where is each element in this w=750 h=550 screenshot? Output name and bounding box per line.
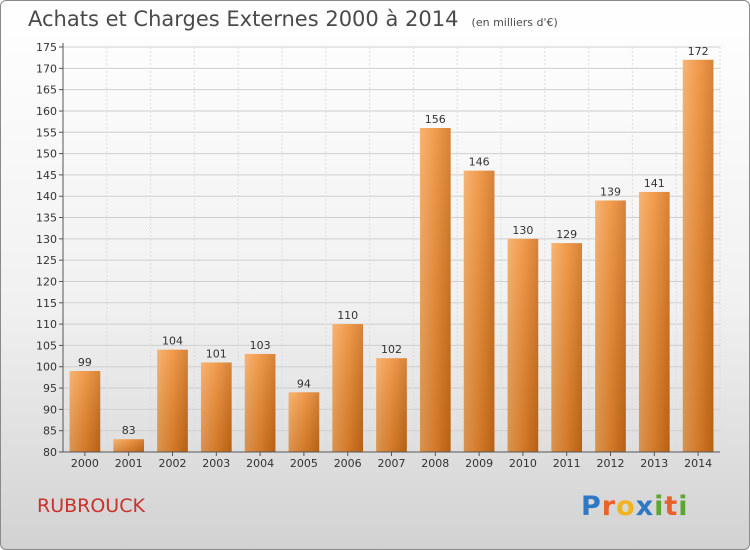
logo-letter: x bbox=[635, 491, 655, 522]
x-tick-label: 2009 bbox=[465, 457, 493, 470]
bar-shade bbox=[69, 371, 101, 452]
bar-shade bbox=[595, 200, 626, 452]
x-tick-label: 2002 bbox=[159, 457, 187, 470]
y-tick-label: 175 bbox=[36, 41, 57, 54]
bar-shade bbox=[419, 128, 451, 452]
proxiti-logo: Proxiti bbox=[581, 491, 689, 522]
logo-letter: o bbox=[616, 491, 636, 522]
data-label: 130 bbox=[512, 224, 533, 237]
y-tick-label: 120 bbox=[36, 275, 57, 288]
data-label: 156 bbox=[425, 113, 446, 126]
logo-letter: t bbox=[664, 491, 679, 522]
x-tick-label: 2008 bbox=[421, 457, 449, 470]
x-tick-label: 2006 bbox=[334, 457, 362, 470]
data-label: 101 bbox=[206, 347, 227, 360]
bar-shade bbox=[376, 358, 407, 452]
data-label: 99 bbox=[78, 356, 92, 369]
x-tick-label: 2011 bbox=[553, 457, 581, 470]
x-tick-label: 2001 bbox=[115, 457, 143, 470]
bar-shade bbox=[638, 191, 670, 452]
data-label: 94 bbox=[297, 377, 311, 390]
x-tick-label: 2000 bbox=[71, 457, 99, 470]
bar-shade bbox=[288, 392, 320, 452]
x-tick-label: 2010 bbox=[509, 457, 537, 470]
bar-shade bbox=[244, 353, 276, 452]
bar-shade bbox=[507, 238, 539, 452]
y-tick-label: 160 bbox=[36, 105, 57, 118]
y-tick-label: 125 bbox=[36, 254, 57, 267]
y-tick-label: 155 bbox=[36, 126, 57, 139]
y-tick-label: 80 bbox=[43, 446, 57, 459]
x-tick-label: 2003 bbox=[202, 457, 230, 470]
bar-shade bbox=[200, 362, 232, 452]
y-tick-label: 100 bbox=[36, 361, 57, 374]
y-tick-label: 115 bbox=[36, 297, 57, 310]
x-tick-label: 2014 bbox=[684, 457, 712, 470]
title-row: Achats et Charges Externes 2000 à 2014 (… bbox=[28, 7, 558, 31]
bar-shade bbox=[682, 59, 714, 452]
y-tick-label: 90 bbox=[43, 403, 57, 416]
bar-shade bbox=[332, 324, 364, 452]
y-tick-label: 145 bbox=[36, 169, 57, 182]
y-tick-label: 85 bbox=[43, 425, 57, 438]
logo-letter: i bbox=[654, 491, 665, 522]
logo-letter: i bbox=[678, 491, 689, 522]
chart-subtitle: (en milliers d'€) bbox=[471, 16, 558, 29]
data-label: 110 bbox=[337, 309, 358, 322]
y-tick-label: 150 bbox=[36, 148, 57, 161]
y-tick-label: 140 bbox=[36, 190, 57, 203]
logo-letter: r bbox=[601, 491, 617, 522]
chart-title: Achats et Charges Externes 2000 à 2014 bbox=[28, 7, 459, 31]
y-tick-label: 110 bbox=[36, 318, 57, 331]
data-label: 141 bbox=[644, 177, 665, 190]
data-label: 139 bbox=[600, 185, 621, 198]
bar-shade bbox=[551, 243, 583, 452]
commune-name: RUBROUCK bbox=[37, 495, 145, 517]
x-tick-label: 2013 bbox=[640, 457, 668, 470]
data-label: 103 bbox=[250, 339, 271, 352]
logo-letter: P bbox=[581, 491, 602, 522]
y-tick-label: 95 bbox=[43, 382, 57, 395]
x-tick-label: 2005 bbox=[290, 457, 318, 470]
bar-shade bbox=[113, 439, 145, 452]
y-tick-label: 130 bbox=[36, 233, 57, 246]
bars: 99 83 104 101 103 94 110 102 156 146 130 129 139 141 1… bbox=[69, 45, 714, 452]
x-tick-label: 2004 bbox=[246, 457, 274, 470]
data-label: 129 bbox=[556, 228, 577, 241]
data-label: 146 bbox=[469, 156, 490, 169]
data-label: 172 bbox=[688, 45, 709, 58]
x-tick-label: 2012 bbox=[597, 457, 625, 470]
y-tick-label: 170 bbox=[36, 62, 57, 75]
x-tick-label: 2007 bbox=[378, 457, 406, 470]
bar-shade bbox=[157, 349, 188, 452]
axes: 80 85 90 95 100 105 110 115 120 125 130 135 140 145 15… bbox=[36, 41, 720, 470]
y-tick-label: 105 bbox=[36, 339, 57, 352]
data-label: 104 bbox=[162, 335, 183, 348]
y-tick-label: 135 bbox=[36, 212, 57, 225]
y-tick-label: 165 bbox=[36, 84, 57, 97]
data-label: 83 bbox=[122, 424, 136, 437]
bar-shade bbox=[463, 170, 495, 452]
data-label: 102 bbox=[381, 343, 402, 356]
